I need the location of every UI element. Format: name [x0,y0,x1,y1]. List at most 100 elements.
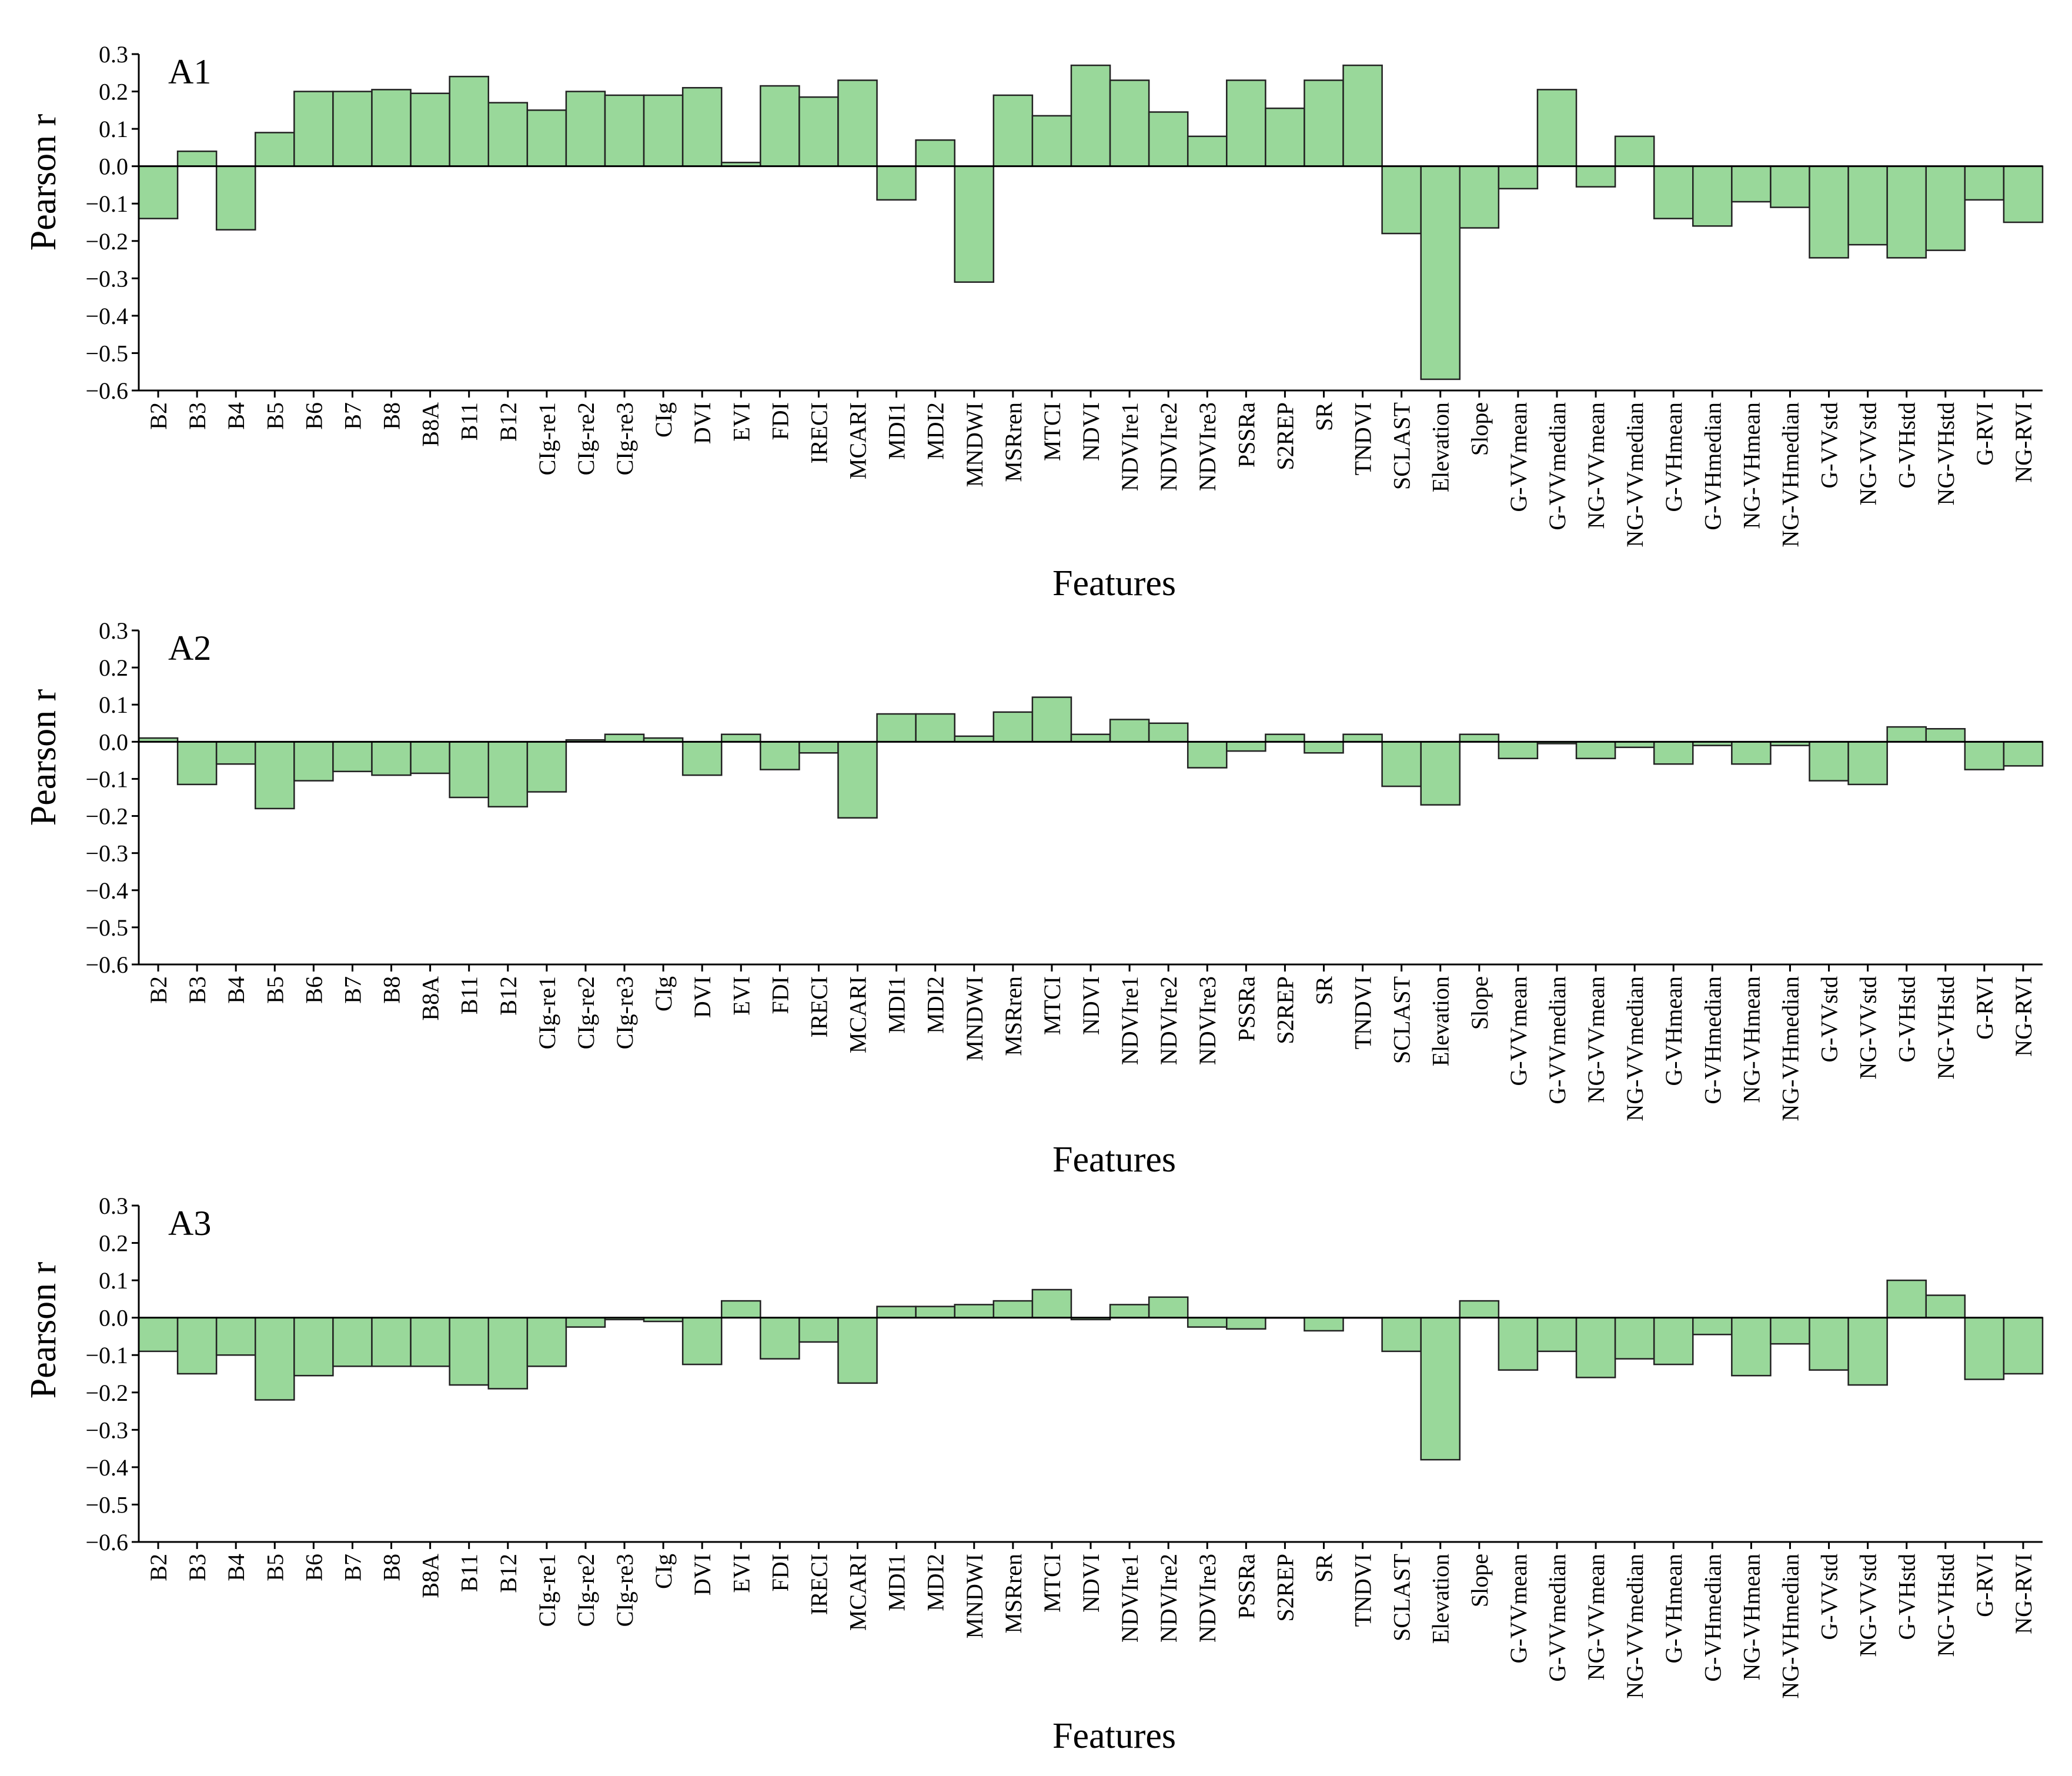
x-tick-label: MDI1 [884,402,910,460]
bar-CIg-re1 [526,109,567,167]
y-tick-label: −0.6 [85,952,128,978]
bar-NDVIre3 [1187,1317,1228,1328]
bar-S2REP [1265,107,1305,167]
x-tick-label: NDVIre3 [1194,976,1221,1065]
bar-SCLAST [1381,1317,1422,1353]
bar-FDI [760,741,800,770]
bar-B11 [449,741,489,799]
bar-NG-VVmean [1575,741,1616,759]
x-tick-label: EVI [728,1554,754,1593]
x-tick-label: IRECI [806,402,832,463]
bar-NG-VHmedian [1770,1317,1810,1345]
x-tick-label: MDI1 [884,976,910,1034]
x-tick-label: NDVIre3 [1194,1554,1221,1643]
y-tick-label: −0.5 [85,1491,128,1518]
x-tick-label: MDI2 [923,1554,949,1611]
x-tick-label: CIg [650,1554,677,1589]
x-tick-label: NG-VVstd [1855,1554,1881,1657]
x-tick-label: G-VVmedian [1544,402,1570,530]
bar-MTCI [1031,696,1072,743]
bar-B7 [332,741,373,773]
x-tick-label: B4 [223,402,249,430]
chart-panel-A1: 0.3 0.2 0.1 0.0 −0.1 −0.2 −0.3 −0.4 −0.5 −0.6 B2 B3… [24,41,2044,603]
x-tick-label: EVI [728,402,754,442]
y-tick-label: 0.1 [99,116,128,142]
y-tick-label: −0.2 [85,1380,128,1406]
x-tick-label: MDI1 [884,1554,910,1611]
y-tick-label: −0.4 [85,303,128,329]
y-tick-label: −0.5 [85,914,128,941]
x-axis-title: Features [1052,1140,1176,1180]
x-tick-label: B5 [262,402,288,430]
x-tick-label: B12 [495,402,522,442]
x-tick-label: Slope [1466,1554,1493,1607]
bar-NG-VVstd [1847,741,1888,786]
bar-SCLAST [1381,165,1422,235]
bar-DVI [681,741,723,776]
x-tick-label: NG-VVmedian [1622,1554,1648,1699]
bar-NG-VVmean [1575,165,1616,188]
bar-B11 [449,1317,489,1386]
x-tick-label: NG-VHmean [1738,1554,1764,1681]
bar-NDVIre3 [1187,741,1228,769]
y-tick-label: −0.1 [85,1342,128,1368]
bar-TNDVI [1342,64,1383,167]
bar-MNDWI [954,165,995,283]
x-tick-label: B4 [223,976,249,1004]
bar-IRECI [798,1317,839,1343]
bar-IRECI [798,741,839,754]
bar-G-VHstd [1886,165,1927,259]
bar-DVI [681,86,723,167]
y-tick-label: 0.1 [99,692,128,718]
y-tick-label: 0.0 [99,153,128,180]
bar-MCARI [837,741,878,819]
x-tick-label: DVI [689,402,716,444]
x-tick-label: G-RVI [1971,976,1998,1040]
x-tick-label: B11 [456,976,483,1014]
x-tick-label: NG-VVmean [1583,402,1609,529]
bar-G-RVI [1964,741,2005,770]
x-tick-label: G-VVmean [1505,976,1532,1086]
x-tick-label: G-RVI [1971,1554,1998,1617]
x-tick-label: G-VVstd [1816,976,1843,1063]
bar-B5 [254,741,295,810]
bar-MCARI [837,79,878,167]
x-tick-label: CIg [650,402,677,438]
x-tick-label: NDVI [1078,976,1104,1035]
y-tick-label: 0.0 [99,1305,128,1331]
x-tick-label: G-VVmedian [1544,1554,1570,1682]
x-tick-label: MCARI [845,1554,871,1631]
bar-G-VVmean [1498,1317,1539,1371]
x-tick-label: NG-VHmean [1738,976,1764,1103]
x-tick-label: NG-VHstd [1933,402,1959,506]
bar-CIg-re1 [526,741,567,793]
chart-panel-A2: 0.3 0.2 0.1 0.0 −0.1 −0.2 −0.3 −0.4 −0.5 −0.6 B2 B3… [24,617,2044,1180]
x-tick-label: G-VVmedian [1544,976,1570,1104]
x-tick-label: SCLAST [1389,402,1415,490]
bar-B6 [293,91,334,167]
bar-MDI2 [915,139,955,167]
x-tick-label: Elevation [1428,1554,1454,1644]
x-tick-label: SR [1311,976,1337,1005]
bar-B8A [410,1317,450,1367]
x-tick-label: Elevation [1428,402,1454,492]
bar-NG-RVI [2003,1317,2044,1375]
x-tick-label: Slope [1466,976,1493,1030]
bar-MSRren [992,1300,1034,1318]
x-tick-label: NDVIre3 [1194,402,1221,491]
x-tick-label: NG-VHstd [1933,1554,1959,1657]
x-tick-label: IRECI [806,976,832,1037]
x-tick-label: EVI [728,976,754,1016]
bar-G-VHstd [1886,726,1927,743]
x-tick-label: NG-VVmedian [1622,976,1648,1121]
bar-B6 [293,741,334,782]
bar-B8A [410,92,450,167]
bar-NDVI [1070,64,1111,167]
x-tick-label: B5 [262,1554,288,1581]
bar-MDI1 [876,165,917,201]
x-tick-label: NDVIre1 [1117,976,1143,1065]
x-tick-label: B7 [339,1554,366,1581]
x-tick-label: NDVIre2 [1155,976,1182,1065]
panel-label: A1 [168,52,211,91]
